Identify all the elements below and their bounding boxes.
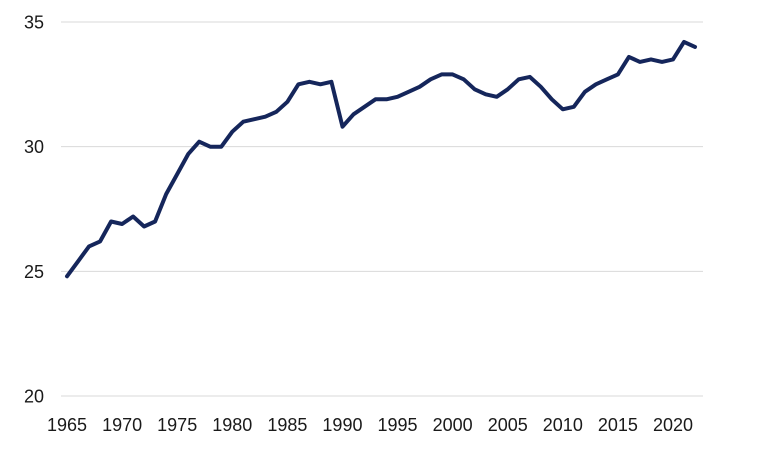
x-tick-label: 2005 — [488, 415, 528, 435]
gridlines — [61, 21, 703, 397]
data-series-line — [65, 39, 697, 279]
y-tick-label: 35 — [24, 13, 44, 33]
x-tick-label: 1990 — [322, 415, 362, 435]
x-tick-label: 2000 — [433, 415, 473, 435]
x-tick-label: 2015 — [598, 415, 638, 435]
x-axis-tick-labels: 1965 1970 1975 1980 1985 1990 1995 2000 2005 2010… — [47, 415, 693, 435]
x-tick-label: 1980 — [212, 415, 252, 435]
x-tick-label: 2010 — [543, 415, 583, 435]
x-tick-label: 1965 — [47, 415, 87, 435]
x-tick-label: 2020 — [653, 415, 693, 435]
y-tick-label: 25 — [24, 262, 44, 282]
x-tick-label: 1985 — [267, 415, 307, 435]
y-tick-label: 30 — [24, 137, 44, 157]
x-tick-label: 1970 — [102, 415, 142, 435]
x-tick-label: 1975 — [157, 415, 197, 435]
x-tick-label: 1995 — [378, 415, 418, 435]
y-axis-tick-labels: 20 25 30 35 — [24, 13, 44, 407]
y-tick-label: 20 — [24, 387, 44, 407]
